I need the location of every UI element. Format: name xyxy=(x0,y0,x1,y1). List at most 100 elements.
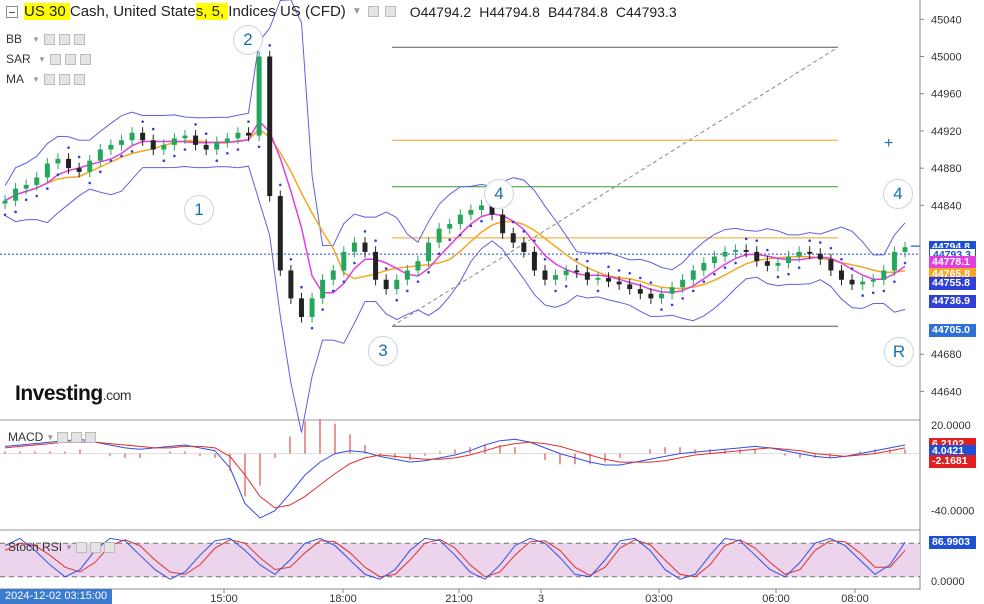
price-tick-label: 45000 xyxy=(931,52,962,64)
chevron-down-icon[interactable]: ▼ xyxy=(65,542,73,552)
candle-body xyxy=(373,251,379,280)
logo-suffix: .com xyxy=(102,387,132,403)
parabolic-sar-dot xyxy=(554,289,557,293)
visibility-icon[interactable] xyxy=(43,33,55,45)
parabolic-sar-dot xyxy=(56,173,60,176)
parabolic-sar-dot xyxy=(289,258,293,261)
zoom-out-icon[interactable]: − xyxy=(910,236,921,256)
chevron-down-icon[interactable]: ▼ xyxy=(351,6,362,17)
indicator-label: MA xyxy=(6,72,24,86)
parabolic-sar-dot xyxy=(98,170,102,174)
visibility-icon[interactable] xyxy=(49,53,61,65)
close-icon[interactable] xyxy=(85,431,97,443)
title-part-3: Indices US (CFD) xyxy=(228,3,346,20)
indicator-bb[interactable]: BB ▼ xyxy=(6,32,85,46)
wave-label-2[interactable]: 2 xyxy=(233,25,263,55)
stoch-panel-title[interactable]: Stoch RSI ▼ xyxy=(8,540,115,554)
zoom-in-icon[interactable]: + xyxy=(884,135,894,152)
gear-icon[interactable] xyxy=(64,53,76,65)
candle-body xyxy=(891,251,897,271)
candle-body xyxy=(733,250,739,252)
candle-body xyxy=(881,270,887,280)
candle-body xyxy=(34,177,40,185)
close-icon[interactable] xyxy=(73,73,85,85)
price-tag: 44705.0 xyxy=(929,324,976,338)
candle-body xyxy=(669,287,675,294)
candle-body xyxy=(658,293,664,299)
gear-icon[interactable] xyxy=(58,73,70,85)
ohlc-low: B44784.8 xyxy=(547,3,608,20)
stoch-label: Stoch RSI xyxy=(8,540,63,554)
gear-icon[interactable] xyxy=(367,6,379,17)
wave-label-r[interactable]: R xyxy=(884,337,914,367)
gear-icon[interactable] xyxy=(71,431,83,443)
time-tick-label: 08:00 xyxy=(841,593,869,604)
gear-icon[interactable] xyxy=(89,541,101,553)
parabolic-sar-dot xyxy=(480,219,483,223)
parabolic-sar-dot xyxy=(236,148,240,151)
candle-body xyxy=(97,149,103,161)
visibility-icon[interactable] xyxy=(57,431,69,443)
indicator-ma[interactable]: MA ▼ xyxy=(6,72,85,86)
candle-body xyxy=(531,251,537,271)
indicator-sar[interactable]: SAR ▼ xyxy=(6,52,91,66)
close-icon[interactable] xyxy=(79,53,91,65)
instrument-title: US 30 Cash, United States, 5, Indices US… xyxy=(24,3,346,20)
wave-label-1[interactable]: 1 xyxy=(184,195,214,225)
price-tick-label: 44840 xyxy=(931,200,962,212)
parabolic-sar-dot xyxy=(755,239,759,242)
parabolic-sar-dot xyxy=(257,145,261,149)
time-tick-label: 15:00 xyxy=(210,593,238,604)
chevron-down-icon[interactable]: ▼ xyxy=(32,34,40,44)
price-tick-label: 44920 xyxy=(931,126,962,138)
chevron-down-icon[interactable]: ▼ xyxy=(46,432,55,442)
parabolic-sar-dot xyxy=(321,308,324,311)
visibility-icon[interactable] xyxy=(43,73,55,85)
ohlc-close: C44793.3 xyxy=(615,3,677,20)
parabolic-sar-dot xyxy=(3,213,7,216)
parabolic-sar-dot xyxy=(331,289,335,293)
parabolic-sar-dot xyxy=(310,326,314,330)
candle-body xyxy=(817,253,823,260)
parabolic-sar-dot xyxy=(130,150,134,153)
parabolic-sar-dot xyxy=(533,239,536,242)
parabolic-sar-dot xyxy=(141,120,144,123)
parabolic-sar-dot xyxy=(374,239,377,242)
parabolic-sar-dot xyxy=(427,271,430,274)
parabolic-sar-dot xyxy=(607,265,610,269)
parabolic-sar-dot xyxy=(575,258,579,261)
visibility-icon[interactable] xyxy=(75,541,87,553)
stoch-band-fill xyxy=(0,543,920,577)
trend-line xyxy=(391,46,839,327)
candle-body xyxy=(66,158,72,169)
parabolic-sar-dot xyxy=(850,267,854,270)
candle-body xyxy=(510,233,516,243)
settings-icon[interactable] xyxy=(384,6,396,17)
parabolic-sar-dot xyxy=(840,258,843,261)
gear-icon[interactable] xyxy=(58,33,70,45)
macd-panel-title[interactable]: MACD ▼ xyxy=(8,430,97,444)
wave-label-4[interactable]: 4 xyxy=(484,179,514,209)
candle-body xyxy=(754,251,760,262)
parabolic-sar-dot xyxy=(829,246,833,250)
wave-label-4-right[interactable]: 4 xyxy=(883,179,913,209)
price-tag: 44755.8 xyxy=(929,277,976,291)
close-icon[interactable] xyxy=(73,33,85,45)
macd-axis-label: 20.0000 xyxy=(931,420,971,432)
candle-body xyxy=(553,275,559,280)
candle-body xyxy=(203,144,209,150)
parabolic-sar-dot xyxy=(713,272,716,276)
wave-label-3[interactable]: 3 xyxy=(368,336,398,366)
parabolic-sar-dot xyxy=(744,237,748,241)
close-icon[interactable] xyxy=(103,541,115,553)
chevron-down-icon[interactable]: ▼ xyxy=(38,54,46,64)
minus-square-icon[interactable] xyxy=(6,5,18,18)
candle-body xyxy=(224,138,230,143)
candle-body xyxy=(764,261,770,266)
candle-body xyxy=(478,205,484,210)
parabolic-sar-dot xyxy=(787,272,790,276)
macd-signal-line xyxy=(4,441,906,509)
time-tick-label: 21:00 xyxy=(445,593,473,604)
chevron-down-icon[interactable]: ▼ xyxy=(32,74,40,84)
